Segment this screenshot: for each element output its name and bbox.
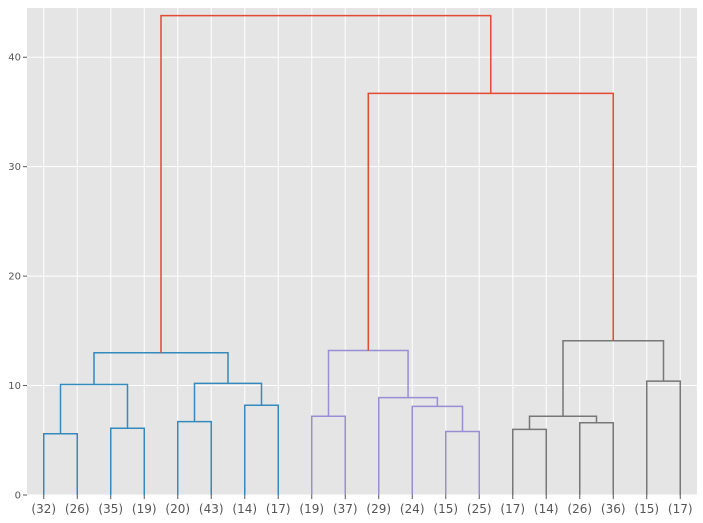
plot-area xyxy=(27,8,697,495)
leaf-label: (25) xyxy=(467,502,492,516)
leaf-label: (19) xyxy=(299,502,324,516)
y-axis: 0 10 20 30 40 xyxy=(8,53,27,502)
leaf-label: (35) xyxy=(98,502,123,516)
leaf-label: (17) xyxy=(668,502,693,516)
dendrogram-link xyxy=(43,432,78,495)
x-axis-leaf-labels: (32) (26) (35) (19) (20) (43) (14) (17) (19) (37)… xyxy=(31,495,693,516)
leaf-label: (14) xyxy=(534,502,559,516)
leaf-label: (32) xyxy=(31,502,56,516)
leaf-label: (14) xyxy=(232,502,257,516)
leaf-label: (36) xyxy=(601,502,626,516)
dendrogram-links xyxy=(43,14,681,495)
dendrogram-link xyxy=(579,422,614,495)
dendrogram-link xyxy=(445,430,480,495)
y-tick-label: 40 xyxy=(8,53,21,64)
leaf-label: (26) xyxy=(65,502,90,516)
leaf-label: (19) xyxy=(132,502,157,516)
y-tick-label: 0 xyxy=(15,491,21,502)
grid-lines xyxy=(27,8,697,496)
y-tick-label: 20 xyxy=(8,272,21,283)
dendrogram-link xyxy=(244,404,279,495)
dendrogram-link xyxy=(327,349,409,417)
leaf-label: (29) xyxy=(366,502,391,516)
leaf-label: (17) xyxy=(266,502,291,516)
leaf-label: (24) xyxy=(400,502,425,516)
leaf-label: (43) xyxy=(199,502,224,516)
leaf-label: (15) xyxy=(634,502,659,516)
leaf-label: (17) xyxy=(500,502,525,516)
leaf-label: (15) xyxy=(433,502,458,516)
y-tick-label: 10 xyxy=(8,381,21,392)
y-tick-label: 30 xyxy=(8,162,21,173)
leaf-label: (20) xyxy=(165,502,190,516)
dendrogram-link xyxy=(160,14,492,353)
leaf-label: (37) xyxy=(333,502,358,516)
leaf-label: (26) xyxy=(567,502,592,516)
dendrogram-link xyxy=(110,427,145,495)
